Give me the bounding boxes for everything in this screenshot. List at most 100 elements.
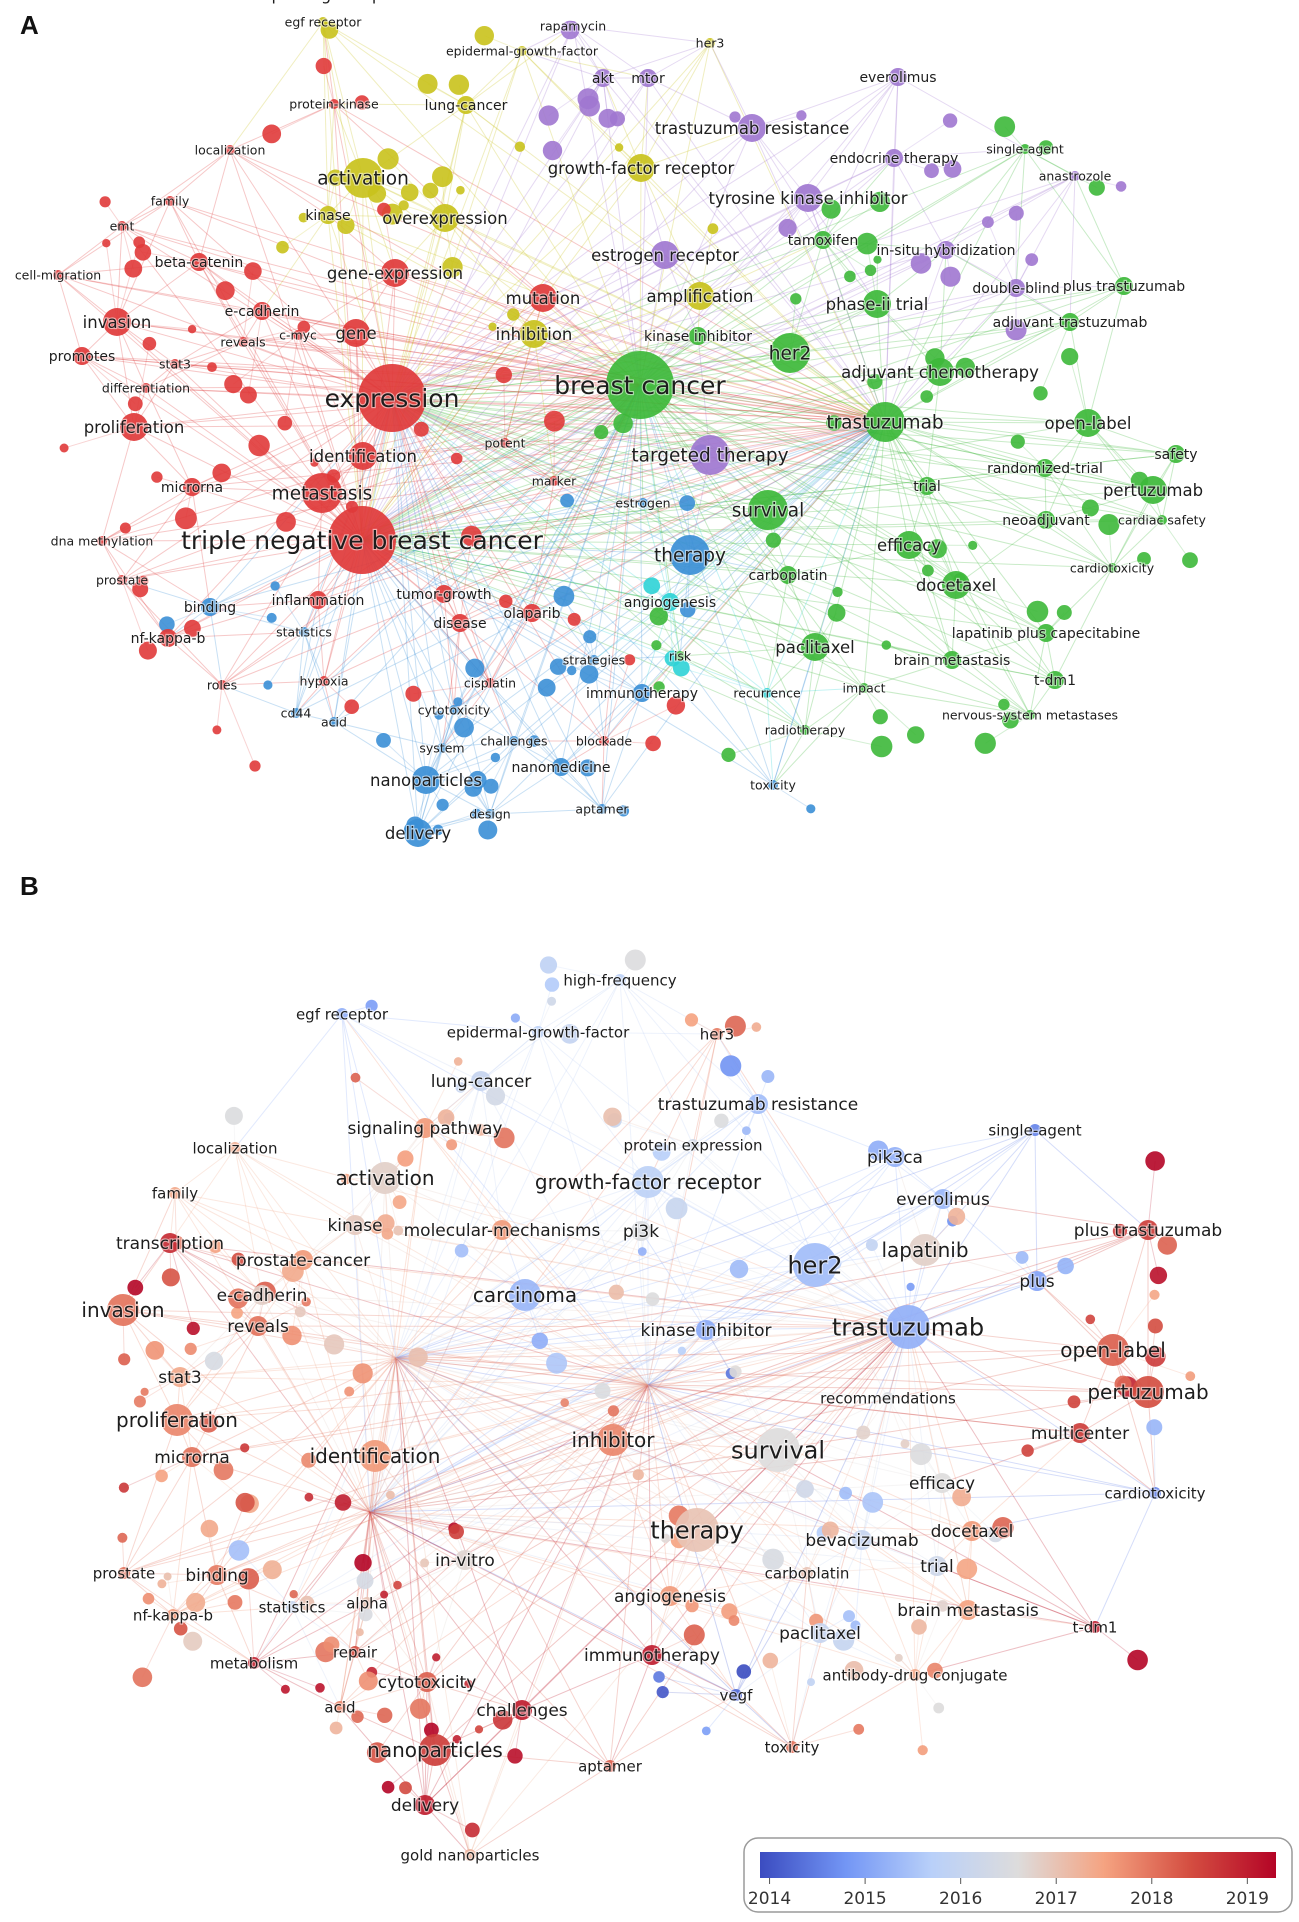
panel-b-minor-node bbox=[843, 1610, 855, 1622]
panel-a-label-brain-metastasis: brain metastasis bbox=[894, 653, 1011, 669]
panel-b-minor-node bbox=[933, 1703, 944, 1714]
panel-b-minor-node bbox=[205, 1352, 223, 1370]
panel-b-minor-node bbox=[1145, 1151, 1165, 1171]
panel-a-label-her2: her2 bbox=[769, 343, 811, 364]
panel-b-minor-node bbox=[408, 1348, 427, 1367]
panel-b-minor-node bbox=[119, 1483, 129, 1493]
panel-b-minor-node bbox=[761, 1070, 774, 1083]
panel-a-label-phase-ii-trial: phase-ii trial bbox=[826, 295, 929, 314]
panel-a-minor-node bbox=[507, 308, 519, 320]
panel-a-minor-node bbox=[378, 148, 399, 169]
panel-a-label-plus-trastuzumab: plus trastuzumab bbox=[1063, 279, 1185, 295]
panel-b-minor-node bbox=[351, 1073, 361, 1083]
panel-b-minor-node bbox=[625, 950, 646, 971]
panel-a-minor-node bbox=[679, 495, 695, 511]
panel-a-minor-node bbox=[216, 281, 235, 300]
panel-a-label-invasion: invasion bbox=[83, 313, 152, 332]
panel-b-minor-node bbox=[737, 1664, 752, 1679]
panel-a-minor-node bbox=[244, 262, 262, 280]
panel-b-minor-node bbox=[796, 1480, 814, 1498]
panel-b-label-growth-factor-receptor: growth-factor receptor bbox=[535, 1170, 762, 1194]
panel-b-label-repair: repair bbox=[333, 1643, 378, 1661]
panel-b-minor-node bbox=[228, 1595, 243, 1610]
panel-a-minor-node bbox=[262, 124, 281, 143]
panel-a-label-akt: akt bbox=[592, 71, 615, 87]
panel-a-minor-node bbox=[1025, 253, 1038, 266]
panel-b-label-prostate: prostate bbox=[93, 1564, 156, 1582]
panel-a-minor-node bbox=[128, 396, 143, 411]
panel-a-minor-node bbox=[828, 604, 846, 622]
panel-b-label-aptamer: aptamer bbox=[578, 1757, 643, 1775]
panel-a-label-gene: gene bbox=[335, 324, 376, 343]
panel-a-label-tamoxifen: tamoxifen bbox=[788, 233, 858, 249]
panel-b-minor-node bbox=[546, 1353, 567, 1374]
panel-b-minor-node bbox=[357, 1572, 374, 1589]
panel-b-label-invasion: invasion bbox=[81, 1298, 164, 1322]
panel-a-minor-node bbox=[456, 186, 465, 195]
panel-b-minor-node bbox=[911, 1619, 927, 1635]
panel-b-minor-node bbox=[290, 1590, 298, 1598]
panel-a-minor-node bbox=[376, 733, 391, 748]
panel-a-label-nervous-system-metastases: nervous-system metastases bbox=[942, 707, 1118, 722]
panel-b-label-localization: localization bbox=[193, 1139, 278, 1157]
panel-b-label-e-cadherin: e-cadherin bbox=[217, 1286, 308, 1306]
panel-a-label-cisplatin: cisplatin bbox=[464, 675, 516, 690]
panel-a-label-triple-negative-breast-cancer: triple negative breast cancer bbox=[181, 526, 544, 555]
panel-b-minor-node bbox=[162, 1268, 180, 1286]
panel-b-minor-node bbox=[475, 1725, 483, 1733]
panel-b-minor-node bbox=[1086, 1315, 1096, 1325]
panel-a-label-toxicity: toxicity bbox=[750, 777, 796, 792]
panel-b-minor-node bbox=[839, 1487, 852, 1500]
panel-a-label-nanomedicine: nanomedicine bbox=[512, 760, 611, 776]
panel-b-minor-node bbox=[948, 1208, 965, 1225]
panel-b-minor-node bbox=[393, 1581, 402, 1590]
panel-a-minor-node bbox=[240, 387, 257, 404]
panel-a-label-radiotherapy: radiotherapy bbox=[765, 722, 846, 737]
panel-b-minor-node bbox=[532, 1333, 548, 1349]
panel-a-label-proliferation: proliferation bbox=[84, 418, 185, 437]
panel-b-label-acid: acid bbox=[324, 1698, 355, 1716]
panel-a-minor-node bbox=[624, 654, 635, 665]
panel-b-minor-node bbox=[633, 1469, 644, 1480]
panel-b-label-her2: her2 bbox=[787, 1251, 842, 1279]
panel-b-label-activation: activation bbox=[335, 1166, 434, 1190]
panel-a-label-inhibition: inhibition bbox=[496, 325, 573, 344]
panel-a-label-challenges: challenges bbox=[480, 733, 547, 748]
panel-b-minor-node bbox=[164, 1573, 172, 1581]
panel-b-minor-node bbox=[653, 1671, 665, 1683]
panel-a-label-localization: localization bbox=[195, 142, 266, 157]
panel-b-label-trastuzumab: trastuzumab bbox=[832, 1313, 984, 1341]
panel-a-minor-node bbox=[554, 586, 575, 607]
panel-b-label-single-agent: single-agent bbox=[988, 1121, 1081, 1139]
panel-a-minor-node bbox=[968, 541, 977, 550]
panel-b-minor-node bbox=[720, 1055, 741, 1076]
panel-a-minor-node bbox=[432, 166, 453, 187]
panel-b-minor-node bbox=[187, 1322, 200, 1335]
panel-a-minor-node bbox=[414, 422, 429, 437]
legend-colorbar bbox=[760, 1852, 1276, 1878]
panel-b-label-in-vitro: in-vitro bbox=[435, 1551, 495, 1571]
panel-b-links bbox=[122, 960, 1190, 1855]
panel-b-label-high-frequency: high-frequency bbox=[563, 971, 676, 989]
panel-a-label-statistics: statistics bbox=[276, 624, 332, 639]
panel-a-label-t-dm1: t-dm1 bbox=[1034, 673, 1076, 689]
panel-b-minor-node bbox=[742, 1126, 751, 1135]
panel-a-minor-node bbox=[1116, 181, 1127, 192]
panel-a-minor-node bbox=[579, 96, 600, 117]
panel-a-minor-node bbox=[120, 523, 131, 534]
panel-a-label-double-blind: double-blind bbox=[972, 281, 1059, 297]
panel-b-minor-node bbox=[807, 1678, 815, 1686]
panel-b-minor-node bbox=[866, 1239, 878, 1251]
panel-a-minor-node bbox=[615, 143, 623, 151]
panel-a-minor-node bbox=[102, 239, 110, 247]
panel-b-minor-node bbox=[638, 1247, 647, 1256]
panel-a-label-stat3: stat3 bbox=[159, 356, 191, 371]
panel-b-label-triple-negative-breast-cancer: triple negative breast cancer bbox=[254, 0, 486, 4]
panel-b-minor-node bbox=[344, 1387, 354, 1397]
panel-a-minor-node bbox=[708, 223, 719, 234]
panel-b-label-pi3k: pi3k bbox=[623, 1222, 659, 1242]
panel-a-label-metastasis: metastasis bbox=[272, 483, 373, 504]
panel-b-minor-node bbox=[281, 1685, 290, 1694]
panel-b-minor-node bbox=[356, 1628, 364, 1636]
